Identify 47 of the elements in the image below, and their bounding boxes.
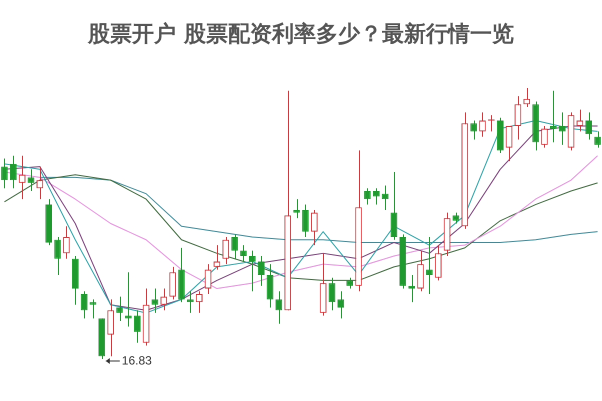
candlestick: [214, 244, 220, 270]
candlestick: [231, 234, 238, 260]
candlestick: [80, 290, 88, 319]
candlestick: [328, 277, 336, 311]
candlestick: [18, 155, 26, 200]
candlestick: [54, 236, 61, 276]
candlestick: [204, 264, 212, 294]
candlestick: [302, 204, 309, 238]
candlestick: [594, 130, 601, 148]
candlestick: [63, 226, 70, 260]
candlestick: [417, 250, 424, 292]
chart-title: 股票开户 股票配资利率多少？最新行情一览: [86, 20, 515, 49]
candlestick: [506, 125, 512, 162]
candlestick: [346, 277, 354, 290]
candlestick: [558, 112, 566, 146]
candlestick: [576, 109, 584, 132]
candlestick: [372, 188, 380, 206]
candlestick: [152, 288, 158, 314]
candlestick: [1, 158, 8, 189]
candlestick: [434, 244, 442, 281]
candlestick: [10, 155, 17, 189]
candlestick: [382, 185, 388, 210]
candlestick: [90, 298, 96, 319]
annotation: 16.83: [122, 353, 152, 368]
candlestick: [36, 166, 44, 200]
candlestick: [310, 209, 318, 246]
candlestick: [470, 120, 477, 140]
candlestick: [116, 296, 123, 322]
candlestick: [258, 256, 264, 286]
candlestick: [390, 172, 398, 240]
candlestick: [240, 244, 247, 262]
candlestick: [585, 112, 592, 140]
candlestick: [426, 236, 433, 294]
candlestick: [107, 298, 114, 357]
candlestick: [134, 310, 141, 344]
candlestick: [266, 264, 274, 308]
candlestick: [523, 88, 530, 108]
candlestick: [452, 212, 460, 224]
candlestick: [541, 125, 548, 148]
candlestick: [338, 290, 344, 319]
candlestick: [276, 290, 282, 324]
candlestick: [169, 266, 176, 300]
candlestick: [28, 168, 34, 192]
candlestick: [222, 236, 230, 265]
candlestick: [125, 272, 132, 327]
candlestick: [248, 250, 256, 292]
candlestick: [514, 96, 522, 140]
